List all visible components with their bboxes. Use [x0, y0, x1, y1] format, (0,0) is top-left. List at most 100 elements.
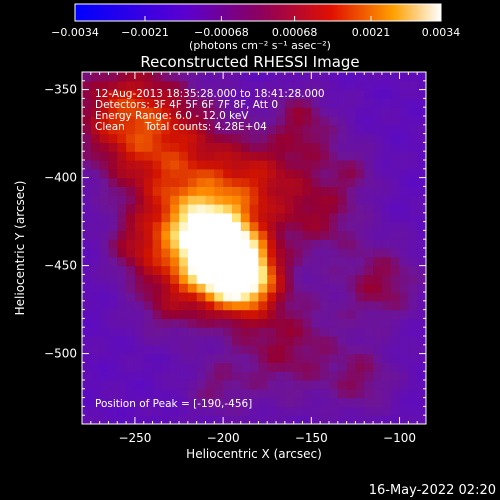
heatmap-pixel — [249, 327, 260, 337]
heatmap-pixel — [311, 151, 321, 161]
heatmap-pixel — [108, 124, 118, 135]
heatmap-pixel — [320, 397, 330, 407]
heatmap-pixel — [134, 309, 145, 319]
heatmap-pixel — [276, 124, 286, 135]
heatmap-pixel — [143, 353, 154, 363]
heatmap-pixel — [231, 124, 242, 135]
heatmap-pixel — [99, 397, 110, 407]
heatmap-pixel — [214, 256, 224, 267]
heatmap-pixel — [390, 177, 401, 187]
heatmap-pixel — [293, 221, 304, 231]
heatmap-pixel — [108, 72, 118, 82]
heatmap-pixel — [99, 151, 110, 161]
heatmap-pixel — [373, 353, 383, 363]
heatmap-pixel — [187, 151, 198, 161]
heatmap-pixel — [90, 80, 101, 91]
heatmap-pixel — [196, 186, 207, 196]
heatmap-pixel — [408, 380, 418, 390]
heatmap-pixel — [302, 204, 312, 214]
heatmap-pixel — [240, 168, 251, 179]
heatmap-pixel — [408, 142, 418, 152]
heatmap-pixel — [179, 256, 189, 267]
heatmap-pixel — [214, 230, 224, 240]
heatmap-pixel — [417, 151, 426, 161]
heatmap-pixel — [117, 107, 127, 117]
heatmap-pixel — [390, 142, 401, 152]
heatmap-pixel — [399, 318, 409, 328]
heatmap-pixel — [355, 309, 365, 319]
heatmap-pixel — [231, 327, 242, 337]
heatmap-pixel — [258, 186, 268, 196]
heatmap-pixel — [399, 195, 409, 205]
heatmap-pixel — [170, 300, 180, 311]
heatmap-pixel — [408, 80, 418, 91]
heatmap-pixel — [143, 116, 154, 126]
heatmap-pixel — [99, 116, 110, 126]
heatmap-pixel — [108, 160, 118, 170]
heatmap-pixel — [408, 327, 418, 337]
heatmap-pixel — [249, 204, 260, 214]
heatmap-pixel — [276, 160, 286, 170]
heatmap-pixel — [390, 309, 401, 319]
heatmap-pixel — [284, 388, 295, 399]
y-tick-label: −350 — [44, 83, 77, 97]
heatmap-pixel — [320, 415, 330, 424]
heatmap-pixel — [231, 98, 242, 108]
heatmap-pixel — [284, 380, 295, 390]
heatmap-pixel — [302, 124, 312, 135]
heatmap-pixel — [170, 256, 180, 267]
heatmap-pixel — [170, 388, 180, 399]
heatmap-pixel — [240, 212, 251, 223]
heatmap-pixel — [328, 283, 339, 293]
heatmap-pixel — [196, 415, 207, 424]
heatmap-pixel — [187, 221, 198, 231]
heatmap-pixel — [117, 274, 127, 284]
heatmap-pixel — [205, 336, 215, 346]
heatmap-pixel — [179, 89, 189, 99]
heatmap-pixel — [170, 327, 180, 337]
heatmap-pixel — [205, 168, 215, 179]
heatmap-pixel — [337, 239, 348, 249]
heatmap-pixel — [90, 98, 101, 108]
heatmap-pixel — [373, 80, 383, 91]
heatmap-pixel — [117, 292, 127, 302]
heatmap-pixel — [117, 177, 127, 187]
heatmap-pixel — [152, 336, 162, 346]
heatmap-pixel — [223, 133, 233, 143]
heatmap-pixel — [108, 142, 118, 152]
heatmap-pixel — [390, 283, 401, 293]
heatmap-pixel — [373, 274, 383, 284]
heatmap-pixel — [249, 415, 260, 424]
heatmap-pixel — [134, 292, 145, 302]
heatmap-pixel — [320, 168, 330, 179]
heatmap-pixel — [231, 230, 242, 240]
heatmap-pixel — [82, 353, 92, 363]
heatmap-pixel — [99, 318, 110, 328]
heatmap-pixel — [214, 204, 224, 214]
heatmap-pixel — [399, 98, 409, 108]
heatmap-pixel — [90, 160, 101, 170]
heatmap-pixel — [134, 353, 145, 363]
heatmap-pixel — [143, 168, 154, 179]
heatmap-pixel — [311, 415, 321, 424]
heatmap-pixel — [408, 309, 418, 319]
heatmap-pixel — [179, 177, 189, 187]
heatmap-pixel — [328, 248, 339, 258]
heatmap-pixel — [143, 89, 154, 99]
heatmap-pixel — [170, 265, 180, 275]
heatmap-pixel — [143, 283, 154, 293]
heatmap-pixel — [205, 124, 215, 135]
heatmap-pixel — [355, 133, 365, 143]
heatmap-pixel — [267, 133, 277, 143]
heatmap-pixel — [276, 151, 286, 161]
heatmap-pixel — [170, 248, 180, 258]
heatmap-pixel — [90, 336, 101, 346]
heatmap-pixel — [90, 344, 101, 355]
heatmap-pixel — [258, 300, 268, 311]
heatmap-pixel — [143, 160, 154, 170]
heatmap-pixel — [240, 72, 251, 82]
colorbar-tick-label: −0.00068 — [194, 26, 249, 39]
heatmap-pixel — [99, 168, 110, 179]
heatmap-pixel — [284, 230, 295, 240]
heatmap-pixel — [302, 212, 312, 223]
